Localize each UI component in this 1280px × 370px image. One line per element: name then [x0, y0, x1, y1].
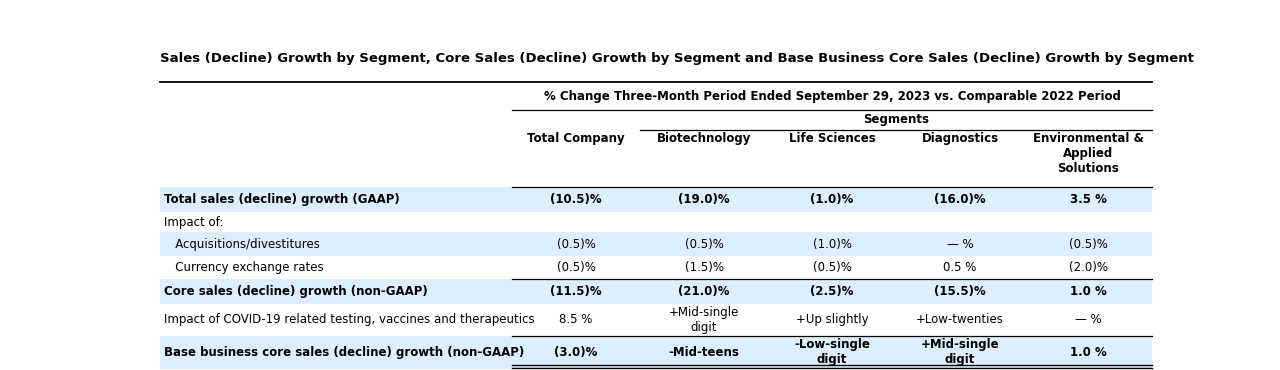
Text: +Low-twenties: +Low-twenties	[916, 313, 1004, 326]
Text: +Mid-single
digit: +Mid-single digit	[669, 306, 740, 334]
Text: (19.0)%: (19.0)%	[678, 193, 730, 206]
Text: — %: — %	[1075, 313, 1101, 326]
Bar	[160, 336, 1152, 369]
Text: (15.5)%: (15.5)%	[934, 285, 986, 298]
Text: (2.0)%: (2.0)%	[1069, 261, 1107, 274]
Text: -Low-single
digit: -Low-single digit	[794, 339, 870, 366]
Text: % Change Three-Month Period Ended September 29, 2023 vs. Comparable 2022 Period: % Change Three-Month Period Ended Septem…	[544, 90, 1120, 103]
Text: Currency exchange rates: Currency exchange rates	[164, 261, 324, 274]
Text: (2.5)%: (2.5)%	[810, 285, 854, 298]
Text: (0.5)%: (0.5)%	[685, 238, 723, 250]
Text: Segments: Segments	[863, 113, 929, 126]
Bar	[160, 232, 1152, 256]
Text: 1.0 %: 1.0 %	[1070, 346, 1106, 359]
Text: -Mid-teens: -Mid-teens	[668, 346, 740, 359]
Text: Acquisitions/divestitures: Acquisitions/divestitures	[164, 238, 320, 250]
Text: Biotechnology: Biotechnology	[657, 132, 751, 145]
Text: (0.5)%: (0.5)%	[557, 261, 595, 274]
Text: 8.5 %: 8.5 %	[559, 313, 593, 326]
Text: (10.5)%: (10.5)%	[550, 193, 602, 206]
Text: (16.0)%: (16.0)%	[934, 193, 986, 206]
Text: (0.5)%: (0.5)%	[1069, 238, 1107, 250]
Text: (1.0)%: (1.0)%	[813, 238, 851, 250]
Text: Core sales (decline) growth (non-GAAP): Core sales (decline) growth (non-GAAP)	[164, 285, 428, 298]
Text: (1.5)%: (1.5)%	[685, 261, 723, 274]
Text: Sales (Decline) Growth by Segment, Core Sales (Decline) Growth by Segment and Ba: Sales (Decline) Growth by Segment, Core …	[160, 51, 1194, 64]
Text: (1.0)%: (1.0)%	[810, 193, 854, 206]
Bar	[160, 279, 1152, 304]
Text: — %: — %	[947, 238, 973, 250]
Text: Base business core sales (decline) growth (non-GAAP): Base business core sales (decline) growt…	[164, 346, 525, 359]
Text: (0.5)%: (0.5)%	[813, 261, 851, 274]
Text: Environmental &
Applied
Solutions: Environmental & Applied Solutions	[1033, 132, 1143, 175]
Bar	[160, 187, 1152, 212]
Text: +Up slightly: +Up slightly	[796, 313, 868, 326]
Text: 3.5 %: 3.5 %	[1070, 193, 1106, 206]
Text: 0.5 %: 0.5 %	[943, 261, 977, 274]
Text: Total Company: Total Company	[527, 132, 625, 145]
Text: (0.5)%: (0.5)%	[557, 238, 595, 250]
Text: Impact of COVID-19 related testing, vaccines and therapeutics: Impact of COVID-19 related testing, vacc…	[164, 313, 535, 326]
Text: (11.5)%: (11.5)%	[550, 285, 602, 298]
Text: Total sales (decline) growth (GAAP): Total sales (decline) growth (GAAP)	[164, 193, 399, 206]
Text: +Mid-single
digit: +Mid-single digit	[920, 339, 1000, 366]
Text: Life Sciences: Life Sciences	[788, 132, 876, 145]
Text: 1.0 %: 1.0 %	[1070, 285, 1106, 298]
Text: Diagnostics: Diagnostics	[922, 132, 998, 145]
Text: (21.0)%: (21.0)%	[678, 285, 730, 298]
Text: Impact of:: Impact of:	[164, 216, 223, 229]
Text: (3.0)%: (3.0)%	[554, 346, 598, 359]
